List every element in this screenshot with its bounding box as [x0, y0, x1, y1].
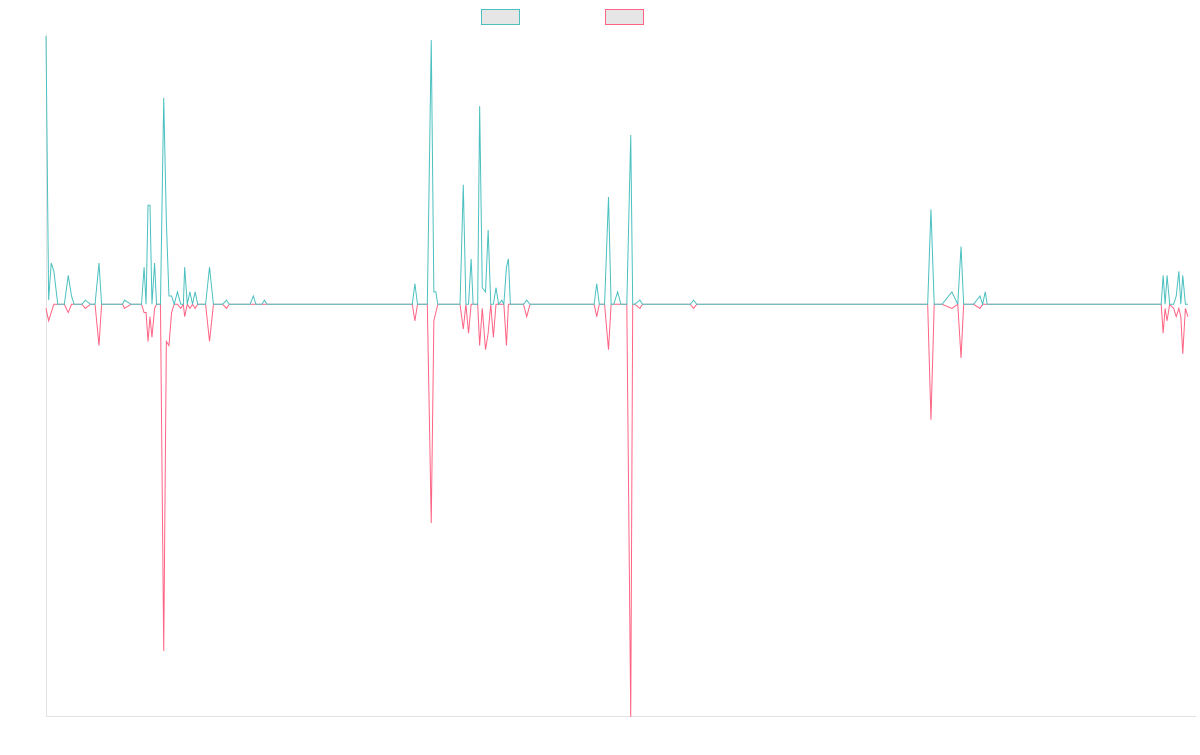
legend-swatch-teal[interactable] — [481, 9, 520, 25]
series-line-teal — [45, 35, 1188, 307]
series-line-pink — [45, 302, 1189, 718]
series-layer — [45, 35, 1189, 718]
legend-swatch-pink[interactable] — [605, 9, 644, 25]
